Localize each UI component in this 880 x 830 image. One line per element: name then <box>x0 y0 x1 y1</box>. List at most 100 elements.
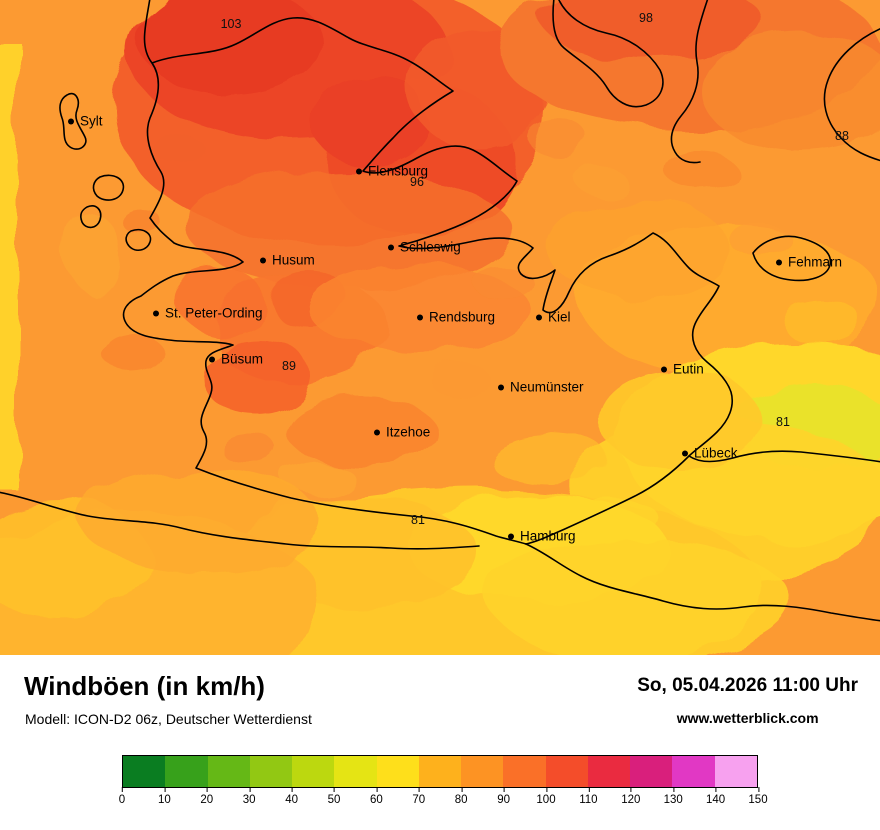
legend-segment <box>376 756 419 787</box>
legend-segment <box>334 756 377 787</box>
footer: Windböen (in km/h) Modell: ICON-D2 06z, … <box>0 655 880 830</box>
website-url: www.wetterblick.com <box>676 710 819 726</box>
border-luebeck-hamburg <box>525 455 690 545</box>
legend-tick-label: 20 <box>200 787 214 806</box>
legend-tick-label: 100 <box>536 787 556 806</box>
legend-tick-label: 60 <box>369 787 383 806</box>
map-title: Windböen (in km/h) <box>24 671 265 701</box>
legend-segment <box>672 756 715 787</box>
wind-value-label: 81 <box>776 415 790 429</box>
legend: 0 10 20 30 40 50 60 70 80 90 100 110 120 130 140 150 <box>118 755 768 810</box>
city-label: Schleswig <box>400 239 461 255</box>
legend-segment <box>630 756 673 787</box>
city-dot <box>508 533 514 539</box>
city-marker: Fehmarn <box>776 255 842 270</box>
city-dot <box>661 366 667 372</box>
city-dot <box>260 257 266 263</box>
legend-segment <box>714 756 757 787</box>
legend-tick-label: 90 <box>497 787 510 806</box>
legend-segment <box>123 756 166 787</box>
city-dot <box>417 314 423 320</box>
city-marker: St. Peter-Ording <box>153 306 263 321</box>
city-label: Flensburg <box>368 163 429 179</box>
legend-bar <box>122 755 758 788</box>
legend-tick-label: 140 <box>706 787 726 806</box>
legend-tick-label: 10 <box>157 787 171 806</box>
city-marker: Itzehoe <box>374 425 430 440</box>
sylt-island-outline <box>59 92 87 150</box>
legend-segment <box>292 756 335 787</box>
legend-tick-label: 40 <box>285 787 298 806</box>
city-marker: Lübeck <box>682 446 738 461</box>
legend-tick-label: 0 <box>118 787 126 806</box>
city-marker: Schleswig <box>388 240 461 255</box>
city-dot <box>356 168 362 174</box>
city-marker: Eutin <box>661 362 704 377</box>
city-marker: Neumünster <box>498 380 584 395</box>
coastlines <box>0 0 880 622</box>
pellworm-island-outline <box>125 228 152 251</box>
city-dot <box>68 118 74 124</box>
city-label: Büsum <box>221 351 264 367</box>
legend-tick-label: 150 <box>748 787 768 806</box>
legend-segment <box>587 756 631 787</box>
wind-value-label: 103 <box>220 17 242 31</box>
city-dot <box>682 450 688 456</box>
legend-segment <box>503 756 546 787</box>
city-label: Eutin <box>673 361 704 377</box>
city-dot <box>536 314 542 320</box>
legend-segment <box>461 756 504 787</box>
legend-segment <box>545 756 588 787</box>
wind-value-label: 88 <box>835 129 849 143</box>
wind-gust-map: Sylt Flensburg Schleswig Husum Fehmarn St. Pe… <box>0 0 880 655</box>
city-marker: Husum <box>260 253 315 268</box>
wind-speed-color-field <box>0 0 880 655</box>
elbe-southeast <box>525 543 880 622</box>
map-overlay: Sylt Flensburg Schleswig Husum Fehmarn St. Pe… <box>68 11 849 544</box>
footer-right: So, 05.04.2026 11:00 Uhr www.wetterblick… <box>637 675 858 726</box>
legend-segment <box>249 756 293 787</box>
wind-value-label: 96 <box>410 175 424 189</box>
coastline-west <box>122 0 527 545</box>
city-label: Fehmarn <box>788 254 843 270</box>
city-dot <box>209 356 215 362</box>
coastline-baltic-border <box>151 17 880 463</box>
legend-tick-label: 120 <box>621 787 641 806</box>
city-marker: Hamburg <box>508 529 576 544</box>
amrum-island-outline <box>80 205 102 229</box>
city-dot <box>374 429 380 435</box>
elbe-south-bank <box>0 491 480 550</box>
map-graphic <box>0 0 880 655</box>
city-dot <box>388 244 394 250</box>
legend-ticks: 0 10 20 30 40 50 60 70 80 90 100 110 120 130 140 150 <box>118 787 768 810</box>
legend-tick-label: 110 <box>579 787 598 806</box>
foehr-island-outline <box>92 174 125 201</box>
wind-value-label: 98 <box>639 11 653 25</box>
legend-tick-label: 50 <box>327 787 341 806</box>
city-marker: Rendsburg <box>417 310 495 325</box>
city-dot <box>498 384 504 390</box>
legend-segment <box>207 756 250 787</box>
city-label: St. Peter-Ording <box>165 305 263 321</box>
sundeved-coast <box>670 0 709 164</box>
wind-value-label: 89 <box>282 359 296 373</box>
city-label: Lübeck <box>694 445 738 461</box>
city-marker: Sylt <box>68 114 103 129</box>
city-label: Kiel <box>548 309 571 325</box>
city-marker: Flensburg <box>356 164 428 179</box>
valid-datetime: So, 05.04.2026 11:00 Uhr <box>637 675 858 696</box>
right-edge-coast <box>823 28 880 162</box>
city-marker: Kiel <box>536 310 571 325</box>
danish-island-outline <box>552 0 664 108</box>
city-dot <box>776 259 782 265</box>
city-label: Hamburg <box>520 528 576 544</box>
city-marker: Büsum <box>209 352 263 367</box>
legend-segment <box>165 756 208 787</box>
city-label: Rendsburg <box>429 309 496 325</box>
legend-tick-label: 30 <box>242 787 256 806</box>
city-label: Itzehoe <box>386 424 431 440</box>
legend-tick-label: 130 <box>663 787 683 806</box>
legend-tick-label: 80 <box>454 787 468 806</box>
model-info: Modell: ICON-D2 06z, Deutscher Wetterdie… <box>25 711 312 727</box>
